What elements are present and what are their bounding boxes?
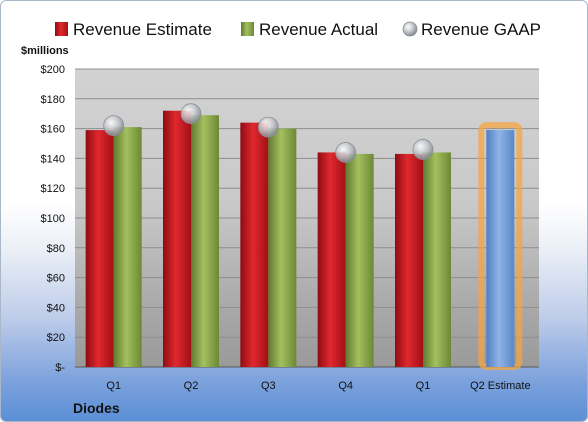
- bar-revenue-estimate: [163, 110, 191, 367]
- legend-label: Revenue GAAP: [421, 20, 541, 39]
- marker-revenue-gaap: [257, 116, 279, 138]
- y-tick-label: $80: [47, 243, 65, 255]
- bar-revenue-actual: [113, 127, 142, 367]
- y-tick-label: $120: [41, 183, 65, 195]
- y-axis-ticks: $- $20 $40 $60 $80 $100 $120 $140 $160 $180 $200: [41, 64, 66, 374]
- x-tick-label: Q2 Estimate: [470, 380, 531, 392]
- bar-revenue-estimate: [317, 152, 346, 367]
- x-tick-label: Q1: [416, 380, 431, 392]
- bars: [85, 110, 523, 370]
- bar-revenue-estimate: [395, 153, 423, 367]
- y-tick-label: $20: [47, 332, 65, 344]
- y-tick-label: $200: [41, 64, 65, 76]
- company-name: Diodes: [73, 400, 120, 416]
- bar-revenue-actual: [268, 128, 297, 367]
- legend-label: Revenue Actual: [259, 20, 378, 39]
- legend-label: Revenue Estimate: [73, 20, 212, 39]
- x-tick-label: Q4: [338, 380, 353, 392]
- y-tick-label: $40: [47, 302, 65, 314]
- gridlines: [75, 68, 539, 368]
- y-tick-label: $100: [41, 213, 65, 225]
- legend: Revenue Estimate Revenue Actual Revenue GA…: [55, 20, 541, 39]
- y-tick-label: $160: [41, 124, 65, 136]
- marker-revenue-gaap: [335, 142, 357, 163]
- y-tick-label: $60: [47, 273, 65, 285]
- y-tick-label: $-: [55, 362, 65, 374]
- marker-revenue-gaap: [103, 115, 125, 137]
- gaap-markers: [103, 103, 434, 163]
- y-tick-label: $180: [41, 94, 65, 106]
- legend-swatch-estimate: [55, 22, 68, 36]
- bar-revenue-actual: [345, 153, 374, 367]
- bar-revenue-actual: [423, 152, 451, 367]
- bar-revenue-estimate: [85, 130, 114, 367]
- bar-revenue-estimate: [240, 122, 269, 367]
- marker-revenue-gaap: [412, 139, 434, 160]
- bar-q2-estimate: [486, 130, 515, 367]
- x-tick-label: Q3: [261, 380, 276, 392]
- legend-swatch-actual: [241, 22, 254, 36]
- bar-revenue-actual: [191, 115, 219, 367]
- y-tick-label: $140: [41, 153, 65, 165]
- x-tick-label: Q1: [106, 380, 121, 392]
- marker-revenue-gaap: [180, 103, 202, 125]
- legend-swatch-gaap: [402, 21, 418, 37]
- x-tick-label: Q2: [184, 380, 199, 392]
- unit-label: $millions: [21, 45, 69, 57]
- x-axis-ticks: Q1 Q2 Q3 Q4 Q1 Q2 Estimate: [106, 380, 530, 392]
